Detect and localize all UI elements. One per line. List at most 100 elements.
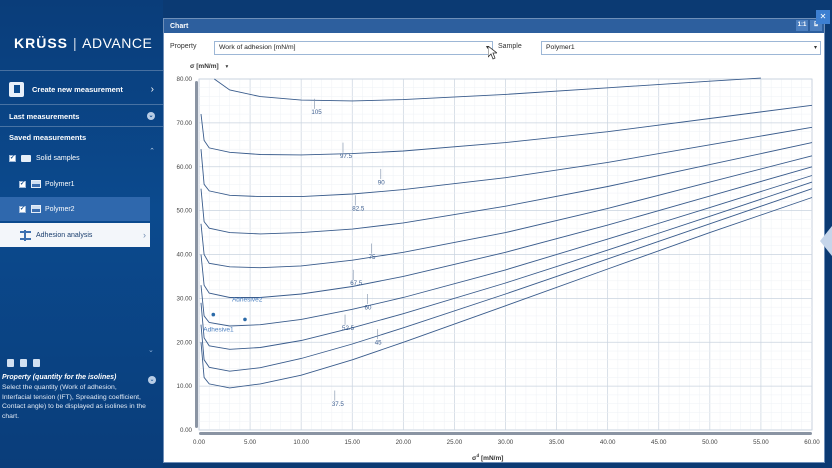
y-tick-label: 30.00 [177,295,193,302]
isoline-label: 97.5 [340,153,353,160]
data-point [243,317,247,322]
isoline [214,77,761,102]
y-tick-label: 0.00 [180,427,193,434]
isoline-label: 45 [375,339,382,346]
kruss-logo: KRÜSS | ADVANCE [14,35,152,51]
sample-value: Polymer1 [546,44,575,51]
chevron-right-icon: › [143,230,146,240]
isoline [200,188,813,372]
x-axis-unit: σd [mN/m] [472,453,504,463]
x-tick-label: 0.00 [193,439,206,446]
new-document-icon [9,81,24,97]
y-axis-unit-text: [mN/m] [196,63,219,70]
sidebar: KRÜSS | ADVANCE Create new measurement › L… [0,0,163,468]
analysis-icon [20,229,31,241]
y-tick-label: 20.00 [177,339,193,346]
mouse-cursor-icon [488,46,497,60]
isoline-label: 67.5 [350,280,363,287]
x-tick-label: 15.00 [345,439,361,446]
property-label: Property [170,43,197,50]
isoline-label: 90 [378,179,385,186]
y-tick-label: 60.00 [177,164,193,171]
y-tick-label: 40.00 [177,252,193,259]
x-tick-label: 10.00 [293,439,309,446]
chevron-up-icon[interactable]: ⌃ [149,148,155,155]
last-measurements-section[interactable]: Last measurements ⌄ [0,107,163,125]
x-tick-label: 55.00 [753,439,769,446]
dropdown-arrow-icon: ▾ [813,45,817,51]
create-label: Create new measurement [32,84,123,94]
x-tick-label: 50.00 [702,439,718,446]
tree-item-label: Polymer2 [45,205,75,213]
x-tick-label: 25.00 [447,439,463,446]
isoline [200,181,813,350]
isoline-label: 105 [311,109,322,116]
isoline [200,166,813,298]
y-axis-unit[interactable]: σ [mN/m] ▾ [190,63,228,70]
axes: 0.00 5.00 10.00 15.00 20.00 25.00 30.00 35.00 40… [177,76,821,446]
help-text: Select the quantity (Work of adhesion, I… [2,384,146,420]
adhesion-analysis-label: Adhesion analysis [36,231,93,239]
x-tick-label: 35.00 [549,439,565,446]
dropdown-arrow-icon: ▾ [225,64,229,70]
tool-icon[interactable] [7,359,14,367]
property-select[interactable]: Work of adhesion [mN/m] ▾ [214,41,493,55]
brand-product: ADVANCE [82,35,153,51]
sample-icon [31,205,41,213]
sample-select[interactable]: Polymer1 ▾ [541,41,821,55]
isoline [200,155,813,269]
data-point [211,312,216,317]
create-new-measurement-button[interactable]: Create new measurement › [0,78,163,100]
chart-window: Chart 1:1 ⌸ Property Work of adhesion [m… [163,18,825,463]
window-titlebar: Chart 1:1 ⌸ [164,19,824,33]
tree-item-polymer1[interactable]: ✓ Polymer1 [0,172,150,196]
tree-item-polymer2[interactable]: ✓ Polymer2 [0,197,150,221]
x-scrollbar [199,432,812,435]
isoline [200,126,813,198]
isolines [200,77,813,389]
y-tick-label: 50.00 [177,208,193,215]
chevron-down-icon[interactable]: ⌄ [148,347,154,354]
isoline-label: 52.5 [342,325,355,332]
isoline-label: 37.5 [332,401,345,408]
divider [0,104,163,105]
last-measurements-label: Last measurements [9,111,80,121]
sample-label: Sample [498,43,522,50]
divider [0,126,163,127]
chevron-down-icon[interactable]: ⌄ [148,376,156,384]
isoline [200,142,813,235]
x-tick-label: 45.00 [651,439,667,446]
isoline-label: 75 [369,254,376,261]
dropdown-arrow-icon: ▾ [485,45,489,51]
export-icon[interactable]: ⌸ [810,20,822,31]
sample-icon [31,180,41,188]
document-icon[interactable] [33,359,40,367]
x-tick-label: 40.00 [600,439,616,446]
chevron-right-icon: › [150,83,154,95]
isoline-label: 82.5 [352,206,365,213]
close-icon[interactable]: ✕ [816,10,830,24]
tool-icon[interactable] [20,359,27,367]
checkbox-icon[interactable]: ✓ [9,154,16,162]
window-title: Chart [170,22,189,30]
tree-item-solid-samples[interactable]: ✓ Solid samples [0,146,150,170]
x-axis-symbol: σ [472,455,477,463]
isoline [200,104,813,156]
x-tick-label: 60.00 [804,439,820,446]
chevron-down-icon[interactable]: ⌄ [147,112,155,120]
isoline-chart: 0.00 5.00 10.00 15.00 20.00 25.00 30.00 35.00 40… [177,76,821,446]
y-tick-label: 80.00 [177,76,193,83]
checkbox-icon[interactable]: ✓ [19,180,26,188]
y-scrollbar [195,81,198,428]
y-tick-label: 70.00 [177,120,193,127]
adhesion-analysis-item[interactable]: Adhesion analysis › [0,223,150,247]
y-axis-symbol: σ [190,63,195,70]
help-title: Property (quantity for the isolines) [2,374,117,381]
tree-item-label: Solid samples [36,154,80,162]
isoline [200,197,813,389]
x-axis-unit-text: [mN/m] [481,455,504,463]
ratio-button[interactable]: 1:1 [796,20,808,31]
isoline-label: 60 [365,304,372,311]
checkbox-icon[interactable]: ✓ [19,205,26,213]
saved-measurements-section[interactable]: Saved measurements [0,128,163,146]
